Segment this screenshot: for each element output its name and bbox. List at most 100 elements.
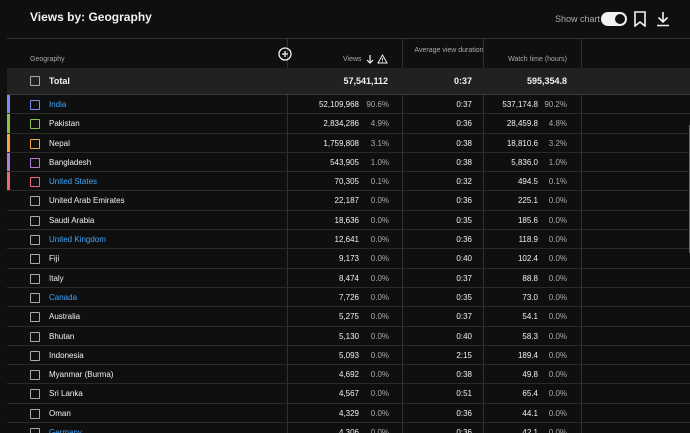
row-country-name: Bhutan [49,331,75,341]
row-country-name[interactable]: Germany [49,428,82,433]
table-row[interactable]: Sri Lanka 4,567 0.0% 0:51 65.4 0.0% [7,384,690,404]
row-watch-time: 225.1 [517,196,538,206]
row-checkbox[interactable] [30,138,40,149]
table-row[interactable]: Indonesia 5,093 0.0% 2:15 189.4 0.0% [7,346,690,366]
row-views-percent: 0.0% [370,273,389,283]
row-watch-time-percent: 0.0% [548,331,567,341]
row-views-percent: 90.6% [366,100,389,109]
show-chart-toggle[interactable] [601,12,627,26]
row-views-percent: 0.0% [370,428,389,433]
table-row[interactable]: United States 70,305 0.1% 0:32 494.5 0.1% [7,172,690,192]
row-checkbox[interactable] [30,235,40,246]
row-checkbox[interactable] [30,408,40,419]
column-header-views[interactable]: Views [343,56,362,63]
row-checkbox[interactable] [30,312,40,323]
add-circle-icon[interactable] [278,47,292,61]
row-views: 5,130 [338,331,359,341]
table-row[interactable]: Italy 8,474 0.0% 0:37 88.8 0.0% [7,269,690,288]
row-watch-time: 65.4 [522,389,538,399]
row-checkbox[interactable] [30,273,40,284]
table-row[interactable]: Oman 4,329 0.0% 0:36 44.1 0.0% [7,404,690,424]
row-views-percent: 4.9% [370,119,389,129]
row-avg-view-duration: 0:40 [456,331,472,341]
row-checkbox[interactable] [30,331,40,342]
row-country-name[interactable]: United Kingdom [49,235,106,245]
row-checkbox[interactable] [30,196,40,207]
column-header-geography[interactable]: Geography [30,56,65,63]
table-row[interactable]: Bangladesh 543,905 1.0% 0:38 5,836.0 1.0% [7,152,690,173]
table-row[interactable]: Nepal 1,759,808 3.1% 0:38 18,810.6 3.2% [7,133,690,153]
row-views-percent: 0.0% [370,389,389,399]
row-checkbox[interactable] [30,350,40,361]
row-watch-time-percent: 0.0% [548,254,567,264]
row-checkbox[interactable] [30,389,40,400]
row-checkbox[interactable] [30,254,40,265]
row-views: 7,726 [338,292,359,302]
table-row[interactable]: United Kingdom 12,641 0.0% 0:36 118.9 0.0% [7,230,690,250]
series-color-swatch [7,95,10,114]
row-views: 4,567 [338,389,359,399]
series-color-swatch [7,172,10,191]
bookmark-icon[interactable] [633,11,647,27]
row-watch-time-percent: 0.0% [548,389,567,399]
row-views: 9,173 [338,254,359,264]
table-row[interactable]: Fiji 9,173 0.0% 0:40 102.4 0.0% [7,249,690,269]
table-row[interactable]: Germany 4,306 0.0% 0:36 42.1 0.0% [7,423,690,433]
arrow-down-icon[interactable] [365,54,375,64]
total-checkbox[interactable] [30,76,40,86]
warning-icon[interactable] [377,54,388,64]
row-checkbox[interactable] [30,215,40,226]
total-watch-time: 595,354.8 [526,76,567,86]
row-views: 543,905 [330,157,359,167]
row-views-percent: 0.0% [370,350,389,360]
row-watch-time-percent: 0.0% [548,428,567,433]
row-country-name: Bangladesh [49,157,92,167]
column-header-watch-time[interactable]: Watch time (hours) [508,56,567,63]
row-watch-time: 42.1 [522,428,538,433]
row-checkbox[interactable] [30,292,40,303]
row-country-name: Italy [49,273,64,283]
table-row[interactable]: United Arab Emirates 22,187 0.0% 0:36 225.1 0… [7,191,690,211]
table-row[interactable]: India 52,109,968 90.6% 0:37 537,174.8 90.2% [7,95,690,115]
table-row[interactable]: Bhutan 5,130 0.0% 0:40 58.3 0.0% [7,327,690,346]
series-color-swatch [7,133,10,152]
row-avg-view-duration: 0:36 [456,428,472,433]
row-views-percent: 3.1% [370,138,389,148]
table-row[interactable]: Myanmar (Burma) 4,692 0.0% 0:38 49.8 0.0% [7,365,690,385]
row-watch-time: 18,810.6 [506,138,538,148]
row-views: 12,641 [334,235,359,245]
row-checkbox[interactable] [30,157,40,168]
row-watch-time-percent: 3.2% [548,138,567,148]
row-checkbox[interactable] [30,428,40,433]
row-watch-time-percent: 0.0% [548,273,567,283]
row-watch-time: 102.4 [517,254,538,264]
row-avg-view-duration: 0:32 [456,177,472,187]
row-country-name[interactable]: Canada [49,292,78,302]
table-row[interactable]: Australia 5,275 0.0% 0:37 54.1 0.0% [7,307,690,327]
column-header-avg-view-duration[interactable]: Average view duration [414,47,484,54]
row-checkbox[interactable] [30,370,40,381]
row-avg-view-duration: 0:51 [456,389,472,399]
row-country-name[interactable]: United States [49,177,98,187]
row-watch-time-percent: 0.0% [548,196,567,206]
row-checkbox[interactable] [30,119,40,130]
row-country-name: Australia [49,312,81,322]
column-divider [287,39,288,433]
row-avg-view-duration: 2:15 [456,350,472,360]
row-checkbox[interactable] [30,177,40,188]
row-views-percent: 0.1% [370,177,389,187]
table-row[interactable]: Canada 7,726 0.0% 0:35 73.0 0.0% [7,288,690,308]
table-row[interactable]: Pakistan 2,834,286 4.9% 0:36 28,459.8 4.8% [7,114,690,134]
table-row[interactable]: Saudi Arabia 18,636 0.0% 0:35 185.6 0.0% [7,211,690,231]
row-avg-view-duration: 0:36 [456,235,472,245]
row-avg-view-duration: 0:40 [456,254,472,264]
row-watch-time-percent: 0.0% [548,350,567,360]
row-avg-view-duration: 0:38 [456,138,472,148]
row-views-percent: 0.0% [370,215,389,225]
row-country-name[interactable]: India [49,100,67,109]
row-avg-view-duration: 0:36 [456,119,472,129]
row-watch-time: 494.5 [517,177,538,187]
download-icon[interactable] [655,11,671,27]
row-checkbox[interactable] [30,100,40,110]
row-country-name: Sri Lanka [49,389,83,399]
